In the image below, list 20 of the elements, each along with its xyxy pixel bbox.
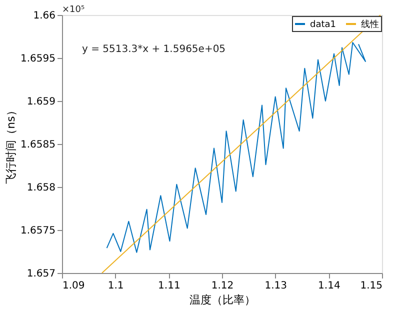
y-tick-label: 1.659 xyxy=(26,96,56,108)
y-tick-label: 1.658 xyxy=(26,182,56,194)
legend-label: 线性 xyxy=(361,19,379,30)
annotation: y = 5513.3*x + 1.5965e+05 xyxy=(82,44,226,55)
text: ×10⁵ xyxy=(62,5,85,15)
y-tick-label: 1.66 xyxy=(33,10,56,22)
x-tick-label: 1.09 xyxy=(62,280,85,292)
x-tick-label: 1.12 xyxy=(211,280,234,292)
y-axis-title: 飞行时间（ns） xyxy=(4,105,18,184)
x-tick-label: 1.14 xyxy=(318,280,340,292)
x-tick-label: 1.11 xyxy=(158,280,180,292)
legend-label: data1 xyxy=(310,20,336,30)
x-tick-label: 1.13 xyxy=(264,280,287,292)
y-tick-label: 1.657 xyxy=(26,268,56,280)
x-axis-title: 温度（比率） xyxy=(190,294,256,306)
x-tick-label: 1.15 xyxy=(360,280,382,292)
y-tick-label: 1.6575 xyxy=(20,226,56,236)
x-tick-label: 1.1 xyxy=(108,280,124,292)
y-tick-label: 1.6585 xyxy=(20,140,56,150)
y-tick-label: 1.6595 xyxy=(20,54,56,64)
